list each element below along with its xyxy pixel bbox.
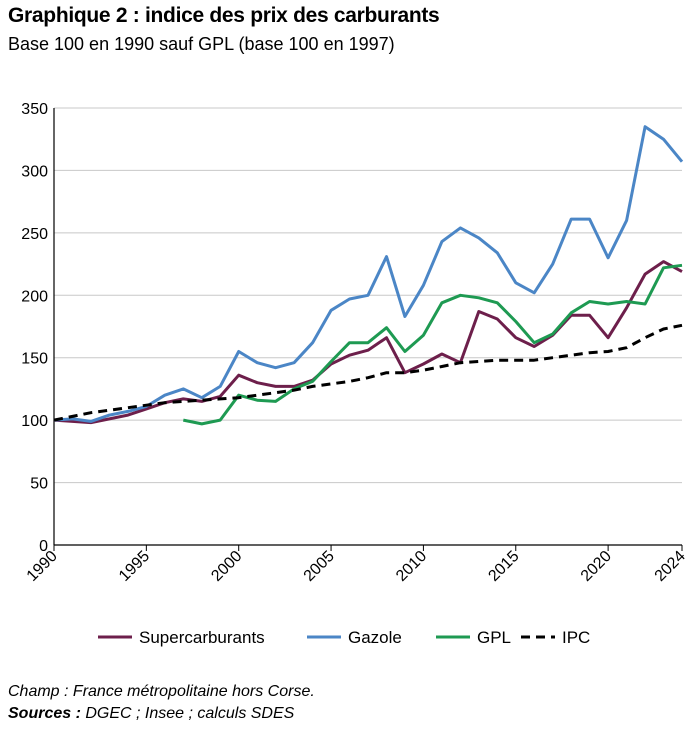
series-lines [53, 125, 684, 426]
y-tick-label: 300 [21, 163, 48, 180]
x-tick-label: 2024 [652, 548, 689, 585]
y-tick-label: 250 [21, 226, 48, 243]
legend-label-ipc: IPC [562, 628, 590, 647]
y-tick-label: 200 [21, 288, 48, 305]
x-tick-label: 2005 [301, 548, 338, 585]
legend-label-supercarburants: Supercarburants [139, 628, 265, 647]
chart-title: Graphique 2 : indice des prix des carbur… [8, 4, 440, 27]
axes: 0 50 100 150 200 250 300 350 1990 1995 2000 2005 201… [21, 101, 689, 585]
legend-label-gpl: GPL [477, 628, 511, 647]
source-note: Sources : DGEC ; Insee ; calculs SDES [8, 705, 294, 723]
y-tick-label: 350 [21, 101, 48, 118]
y-tick-label: 0 [39, 538, 48, 555]
y-tick-label: 50 [30, 476, 48, 493]
x-tick-label: 1990 [24, 548, 61, 585]
legend-label-gazole: Gazole [348, 628, 402, 647]
y-tick-label: 150 [21, 351, 48, 368]
series-line-ipc [53, 323, 683, 422]
source-text: DGEC ; Insee ; calculs SDES [80, 705, 295, 722]
x-tick-label: 2000 [208, 548, 245, 585]
scope-note: Champ : France métropolitaine hors Corse… [8, 683, 315, 700]
series-line-gpl [182, 263, 683, 426]
x-tick-label: 2010 [393, 548, 430, 585]
x-tick-label: 2015 [485, 548, 522, 585]
grid-lines [54, 107, 682, 484]
series-line-gazole [53, 125, 684, 423]
source-label: Sources : [8, 705, 81, 722]
chart-subtitle: Base 100 en 1990 sauf GPL (base 100 en 1… [8, 34, 395, 54]
x-tick-label: 1995 [116, 548, 153, 585]
y-tick-label: 100 [21, 413, 48, 430]
x-tick-label: 2020 [578, 548, 615, 585]
legend: Supercarburants Gazole GPL IPC [98, 628, 590, 647]
